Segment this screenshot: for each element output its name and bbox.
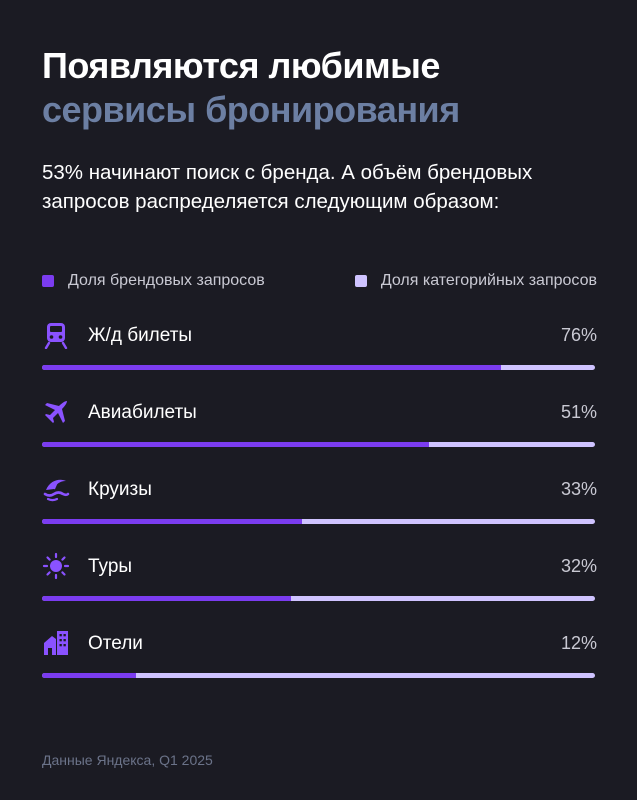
category-label: Авиабилеты [88, 402, 197, 423]
sun-icon [42, 552, 70, 580]
title-line-2: сервисы бронирования [42, 89, 460, 130]
bar-category-share [42, 596, 595, 601]
chart-legend: Доля брендовых запросов Доля категорийны… [42, 272, 597, 296]
train-icon [42, 321, 70, 350]
cruise-icon [42, 475, 70, 503]
airplane-icon [42, 398, 70, 426]
value-label: 76% [560, 325, 597, 345]
category-label: Туры [88, 556, 133, 577]
chart-row: Авиабилеты 51% [42, 395, 597, 472]
subtitle: 53% начинают поиск с бренда. А объём бре… [42, 161, 533, 213]
legend-swatch-brand [42, 275, 54, 287]
chart-row: Отели 12% [42, 626, 597, 703]
category-label: Круизы [88, 479, 152, 500]
legend-label-brand: Доля брендовых запросов [68, 272, 265, 289]
bar-brand-share [42, 519, 302, 524]
category-label: Отели [88, 633, 143, 654]
value-label: 33% [560, 479, 597, 499]
bar-category-share [42, 519, 595, 524]
bar-brand-share [42, 673, 136, 678]
title-line-1: Появляются любимые [42, 45, 440, 86]
bar-category-share [42, 365, 595, 370]
category-label: Ж/д билеты [88, 325, 193, 346]
bar-brand-share [42, 596, 291, 601]
bar-category-share [42, 673, 595, 678]
chart-row: Ж/д билеты 76% [42, 318, 597, 395]
value-label: 32% [560, 556, 597, 576]
bar-brand-share [42, 365, 501, 370]
bar-category-share [42, 442, 595, 447]
page-title: Появляются любимые сервисы бронирования [42, 44, 460, 132]
legend-item-category: Доля категорийных запросов [354, 272, 597, 290]
bar-brand-share [42, 442, 430, 447]
value-label: 12% [560, 633, 597, 653]
legend-item-brand: Доля брендовых запросов [42, 272, 265, 290]
chart-row: Туры 32% [42, 549, 597, 626]
chart-rows: Ж/д билеты 76% Авиабилеты 51% Круизы 33% Туры 3… [42, 318, 597, 703]
source-note: Данные Яндекса, Q1 2025 [42, 752, 213, 768]
value-label: 51% [560, 402, 597, 422]
legend-swatch-category [354, 275, 367, 287]
legend-label-category: Доля категорийных запросов [380, 272, 597, 289]
chart-row: Круизы 33% [42, 472, 597, 549]
hotel-icon [42, 629, 70, 657]
